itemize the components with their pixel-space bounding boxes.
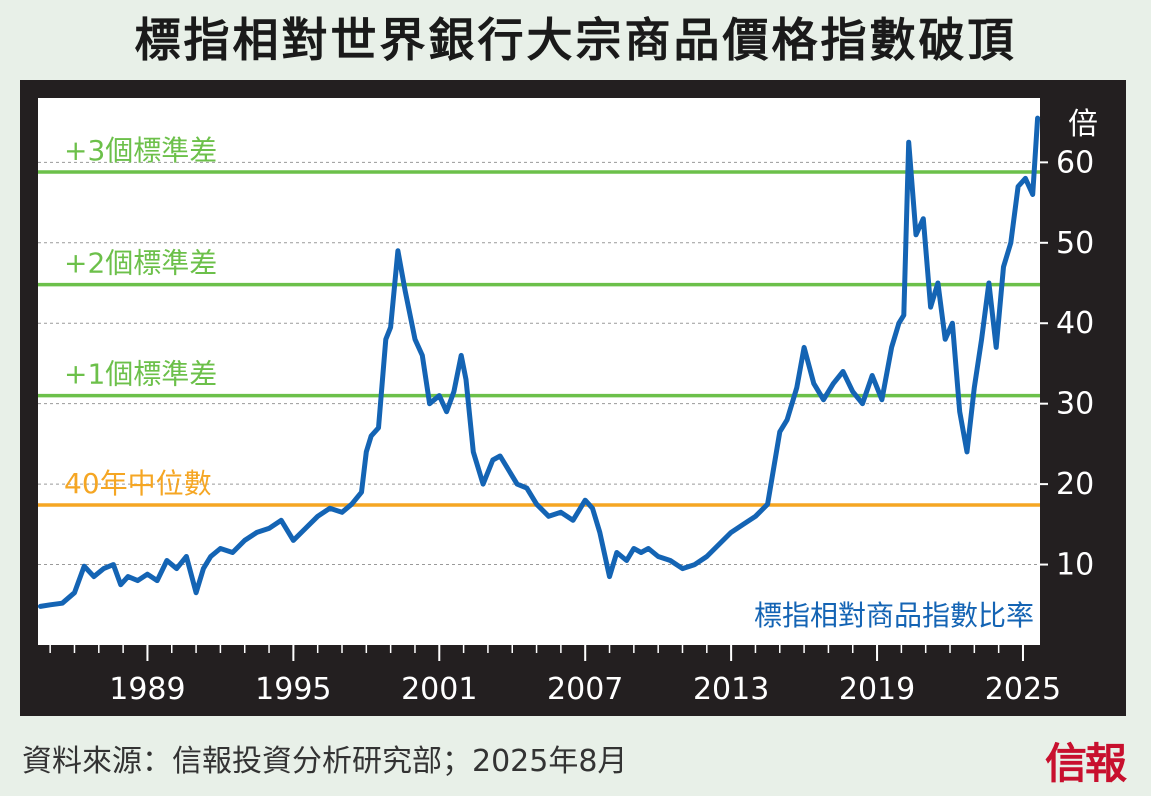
series-label: 標指相對商品指數比率: [754, 599, 1034, 632]
x-tick-label: 2013: [693, 672, 769, 707]
y-tick-label: 50: [1056, 226, 1094, 261]
y-tick-label: 60: [1056, 145, 1094, 180]
x-tick-label: 2025: [985, 672, 1061, 707]
reference-label: +3個標準差: [64, 134, 217, 167]
y-tick-label: 40: [1056, 306, 1094, 341]
x-tick-label: 2007: [547, 672, 623, 707]
x-tick-label: 2019: [839, 672, 915, 707]
x-tick-label: 1995: [255, 672, 331, 707]
page-title: 標指相對世界銀行大宗商品價格指數破頂: [134, 13, 1017, 67]
line-chart: 10 20 30 40 50 60倍 1989 1995 2001 2007 2013 2019 202…: [37, 98, 1098, 707]
source-note: 資料來源：信報投資分析研究部；2025年8月: [22, 744, 628, 779]
brand-logo: 信報: [1044, 739, 1127, 788]
x-tick-label: 2001: [401, 672, 477, 707]
y-tick-label: 10: [1056, 548, 1094, 583]
chart-frame: 10 20 30 40 50 60 倍 1989 1995 2001 2007 2013 2019 202…: [20, 80, 1126, 716]
y-axis-unit: 倍: [1068, 107, 1098, 142]
x-tick-label: 1989: [109, 672, 185, 707]
series-line: [37, 115, 1041, 609]
reference-label: +2個標準差: [64, 247, 217, 280]
y-tick-label: 20: [1056, 467, 1094, 502]
plot-area: [38, 98, 1040, 645]
reference-label: 40年中位數: [64, 467, 212, 500]
y-tick-label: 30: [1056, 387, 1094, 422]
reference-label: +1個標準差: [64, 358, 217, 391]
